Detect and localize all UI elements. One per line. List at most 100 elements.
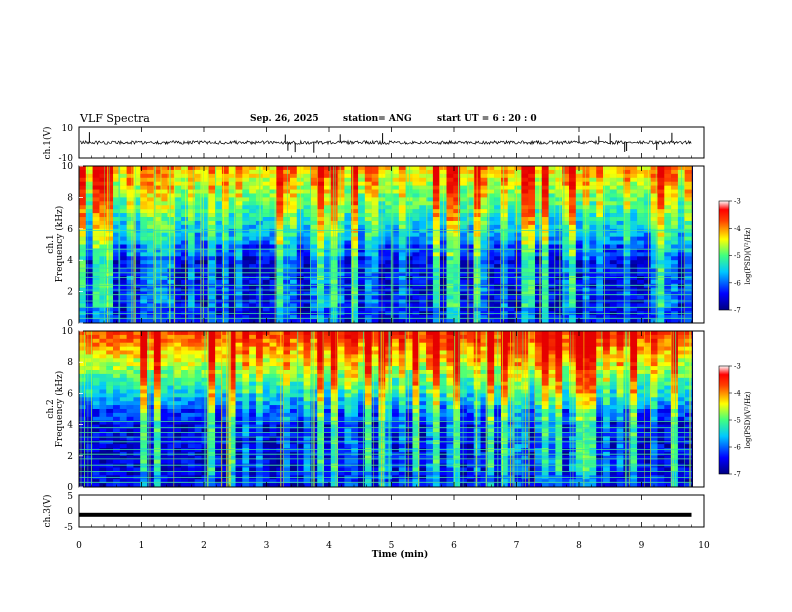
spectrogram-cell bbox=[221, 319, 230, 324]
spectrogram-cell bbox=[555, 291, 563, 296]
spectrogram-cell bbox=[528, 283, 536, 288]
spectrogram-cell bbox=[637, 342, 645, 347]
spectrogram-cell bbox=[167, 377, 175, 382]
spectrogram-cell bbox=[160, 334, 168, 340]
spectrogram-cell bbox=[521, 217, 529, 222]
spectrogram-cell bbox=[85, 295, 93, 300]
spectrogram-cell bbox=[119, 354, 127, 359]
spectrogram-cell bbox=[541, 193, 549, 198]
spectrogram-cell bbox=[657, 173, 665, 179]
spectrogram-cell bbox=[167, 295, 175, 300]
spectrogram-cell bbox=[358, 334, 366, 340]
spectrogram-cell bbox=[514, 279, 522, 285]
spectrogram-cell bbox=[412, 319, 420, 324]
spectrogram-cell bbox=[643, 303, 651, 308]
spectrogram-cell bbox=[392, 338, 400, 343]
spectrogram-cell bbox=[528, 189, 536, 194]
spectrogram-cell bbox=[637, 315, 645, 320]
spectrogram-cell bbox=[79, 377, 87, 382]
spectrogram-cell bbox=[344, 244, 352, 249]
spectrogram-cell bbox=[133, 189, 141, 194]
spectrogram-cell bbox=[480, 350, 488, 355]
spectrogram-cell bbox=[99, 213, 107, 218]
spectrogram-cell bbox=[616, 350, 624, 355]
spectrogram-cell bbox=[466, 331, 475, 336]
spectrogram-cell bbox=[113, 181, 121, 186]
spectrogram-cell bbox=[487, 166, 495, 171]
spectrogram-cell bbox=[221, 232, 230, 237]
spectrogram-cell bbox=[242, 166, 250, 171]
spectrogram-cell bbox=[201, 252, 209, 257]
spectrogram-cell bbox=[412, 334, 420, 340]
spectrogram-cell bbox=[351, 373, 359, 379]
spectrogram-cell bbox=[153, 275, 161, 281]
spectrogram-cell bbox=[113, 346, 121, 351]
spectrogram-cell bbox=[208, 303, 216, 308]
spectrogram-cell bbox=[133, 279, 141, 285]
spectrogram-cell bbox=[582, 307, 590, 312]
spectrogram-cell bbox=[113, 197, 121, 202]
spectrogram-cell bbox=[289, 228, 298, 234]
spectrogram-cell bbox=[616, 362, 624, 367]
spectrogram-cell bbox=[181, 373, 189, 379]
spectrogram-cell bbox=[79, 275, 87, 281]
spectrogram-cell bbox=[555, 197, 563, 202]
spectrogram-cell bbox=[534, 173, 543, 179]
spectrogram-cell bbox=[249, 252, 257, 257]
spectrogram-cell bbox=[589, 354, 597, 359]
spectrogram-cell bbox=[344, 354, 352, 359]
spectrogram-cell bbox=[616, 358, 624, 363]
spectrogram-cell bbox=[412, 181, 420, 186]
spectrogram-cell bbox=[643, 173, 651, 179]
spectrogram-cell bbox=[528, 303, 536, 308]
spectrogram-cell bbox=[528, 244, 536, 249]
spectrogram-cell bbox=[187, 260, 195, 265]
spectrogram-cell bbox=[249, 377, 257, 382]
spectrogram-cell bbox=[555, 248, 563, 253]
spectrogram-cell bbox=[215, 295, 223, 300]
spectrogram-cell bbox=[609, 377, 617, 382]
spectrogram-cell bbox=[494, 197, 502, 202]
spectrogram-cell bbox=[562, 173, 570, 179]
spectrogram-cell bbox=[473, 373, 481, 379]
spectrogram-cell bbox=[296, 331, 304, 336]
spectrogram-cell bbox=[221, 377, 230, 382]
spectrogram-cell bbox=[262, 366, 270, 371]
spectrogram-cell bbox=[106, 189, 114, 194]
spectrogram-cell bbox=[398, 366, 406, 371]
spectrogram-cell bbox=[174, 370, 182, 375]
spectrogram-cell bbox=[412, 244, 420, 249]
spectrogram-cell bbox=[167, 362, 175, 367]
spectrogram-cell bbox=[466, 248, 475, 253]
spectrogram-cell bbox=[235, 299, 243, 304]
spectrogram-cell bbox=[541, 205, 549, 210]
ch1-colorbar bbox=[718, 200, 730, 311]
spectrogram-cell bbox=[487, 366, 495, 371]
spectrogram-cell bbox=[575, 209, 583, 214]
spectrogram-cell bbox=[453, 213, 461, 218]
spectrogram-cell bbox=[494, 264, 502, 269]
spectrogram-cell bbox=[419, 381, 427, 386]
spectrogram-cell bbox=[92, 354, 100, 359]
spectrogram-cell bbox=[147, 185, 155, 190]
spectrogram-cell bbox=[262, 346, 270, 351]
spectrogram-cell bbox=[147, 189, 155, 194]
spectrogram-cell bbox=[221, 370, 230, 375]
spectrogram-cell bbox=[371, 244, 379, 249]
spectrogram-cell bbox=[262, 220, 270, 226]
spectrogram-cell bbox=[201, 224, 209, 230]
spectrogram-cell bbox=[650, 264, 658, 269]
spectrogram-cell bbox=[500, 377, 509, 382]
spectrogram-cell bbox=[460, 283, 468, 288]
spectrogram-cell bbox=[358, 197, 366, 202]
spectrogram-cell bbox=[358, 271, 366, 277]
spectrogram-cell bbox=[187, 169, 195, 175]
spectrogram-cell bbox=[262, 358, 270, 363]
spectrogram-cell bbox=[194, 350, 202, 355]
spectrogram-cell bbox=[99, 177, 107, 182]
spectrogram-cell bbox=[113, 236, 121, 241]
spectrogram-cell bbox=[351, 362, 359, 367]
spectrogram-cell bbox=[473, 381, 481, 386]
spectrogram-cell bbox=[460, 213, 468, 218]
